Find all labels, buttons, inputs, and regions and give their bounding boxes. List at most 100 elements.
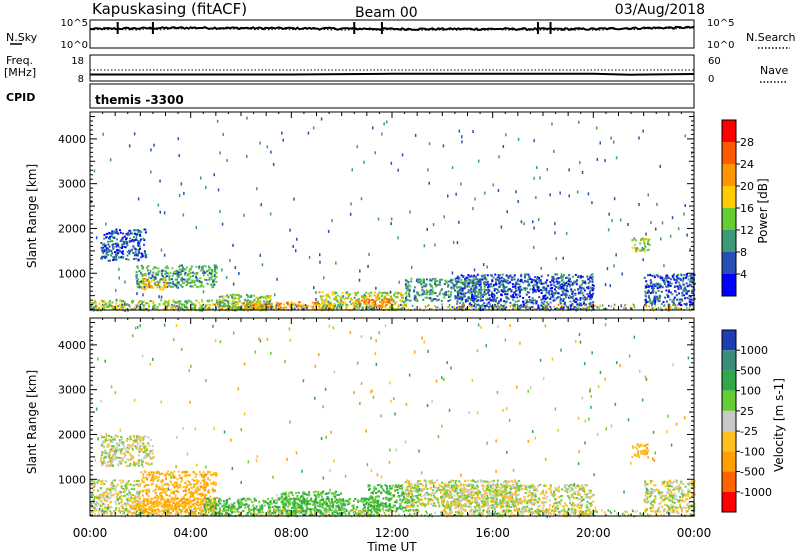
power-cell: [449, 295, 452, 298]
power-ground-cell: [467, 308, 470, 311]
power-cell: [386, 301, 389, 304]
power-cell: [651, 285, 654, 288]
power-cell: [149, 300, 152, 302]
velocity-cell: [101, 452, 104, 455]
velocity-cell: [112, 447, 115, 450]
power-cell: [559, 301, 562, 304]
power-cell: [213, 270, 216, 273]
power-cell: [447, 294, 450, 297]
velocity-cell: [136, 445, 139, 448]
velocity-cell: [111, 494, 114, 497]
power-cell: [118, 246, 121, 249]
power-ground-cell: [247, 303, 249, 306]
power-speck: [477, 159, 480, 163]
power-cell: [513, 275, 516, 278]
power-cell: [426, 291, 429, 294]
velocity-cell: [144, 461, 147, 464]
power-cell: [147, 269, 149, 272]
velocity-cell: [121, 507, 124, 509]
power-cell: [212, 308, 214, 311]
power-cell: [547, 303, 550, 306]
power-cell: [516, 296, 519, 299]
power-speck: [177, 137, 179, 141]
power-cell: [235, 301, 238, 303]
velocity-cell: [165, 490, 168, 493]
velocity-cell: [132, 455, 135, 458]
power-cell: [381, 301, 384, 304]
power-cell: [133, 236, 135, 238]
power-speck: [115, 298, 118, 302]
power-ground-cell: [370, 307, 373, 310]
power-speck: [142, 293, 144, 297]
power-cell: [649, 274, 652, 277]
velocity-cell: [123, 441, 126, 444]
power-cell: [180, 276, 183, 279]
power-cell: [145, 302, 148, 305]
power-cell: [182, 282, 184, 285]
power-ground-cell: [674, 304, 677, 307]
power-cell: [691, 289, 694, 292]
power-cell: [208, 304, 211, 307]
power-ground-cell: [446, 306, 449, 309]
power-ground-cell: [195, 303, 197, 306]
power-cell: [553, 284, 556, 287]
power-speck: [460, 182, 462, 186]
power-cell: [171, 275, 174, 277]
power-cell: [341, 303, 344, 306]
power-cell: [156, 305, 159, 308]
velocity-panel-bg: [90, 318, 694, 516]
power-cell: [443, 283, 446, 286]
power-cell: [467, 289, 470, 292]
power-cell: [590, 294, 593, 297]
power-speck: [442, 144, 445, 148]
power-cell: [221, 301, 224, 304]
power-cell: [640, 249, 643, 252]
power-speck: [673, 273, 675, 277]
velocity-cell: [210, 482, 212, 485]
power-cell: [130, 300, 133, 303]
power-ground-cell: [208, 307, 210, 309]
velocity-cell: [124, 455, 126, 458]
power-cell: [143, 300, 146, 303]
velocity-cell: [193, 479, 196, 482]
velocity-cell: [145, 492, 148, 494]
velocity-cell: [203, 480, 206, 483]
power-cell: [169, 285, 172, 288]
power-cell: [686, 275, 689, 278]
velocity-cell: [174, 494, 177, 497]
velocity-cell: [189, 505, 192, 508]
power-cell: [590, 274, 593, 277]
power-cell: [482, 296, 484, 298]
power-cell: [269, 303, 272, 306]
velocity-cell: [110, 486, 113, 489]
power-cell: [576, 279, 579, 282]
power-cell: [137, 231, 140, 234]
power-cell: [666, 276, 668, 279]
velocity-cell: [126, 510, 129, 513]
velocity-cell: [122, 490, 125, 493]
power-cell: [416, 292, 419, 295]
power-speck: [194, 304, 196, 308]
velocity-cell: [107, 452, 110, 455]
velocity-cell: [191, 493, 194, 496]
power-cell: [552, 278, 555, 281]
power-cell: [193, 306, 196, 309]
power-ground-cell: [145, 308, 147, 311]
power-cell: [562, 281, 565, 284]
power-cell: [215, 275, 218, 278]
power-ground-cell: [234, 307, 236, 310]
power-cell: [470, 298, 473, 301]
power-cell: [135, 271, 138, 274]
power-cell: [513, 278, 516, 281]
power-cell: [372, 301, 375, 304]
power-cell: [390, 296, 393, 299]
power-ground-cell: [569, 304, 571, 307]
power-cell: [477, 303, 480, 306]
power-cell: [535, 290, 538, 293]
power-cell: [127, 231, 130, 234]
power-cell: [483, 281, 486, 283]
power-cell: [472, 278, 475, 281]
power-cell: [643, 240, 646, 243]
power-cell: [487, 292, 490, 294]
velocity-cell: [160, 495, 163, 497]
